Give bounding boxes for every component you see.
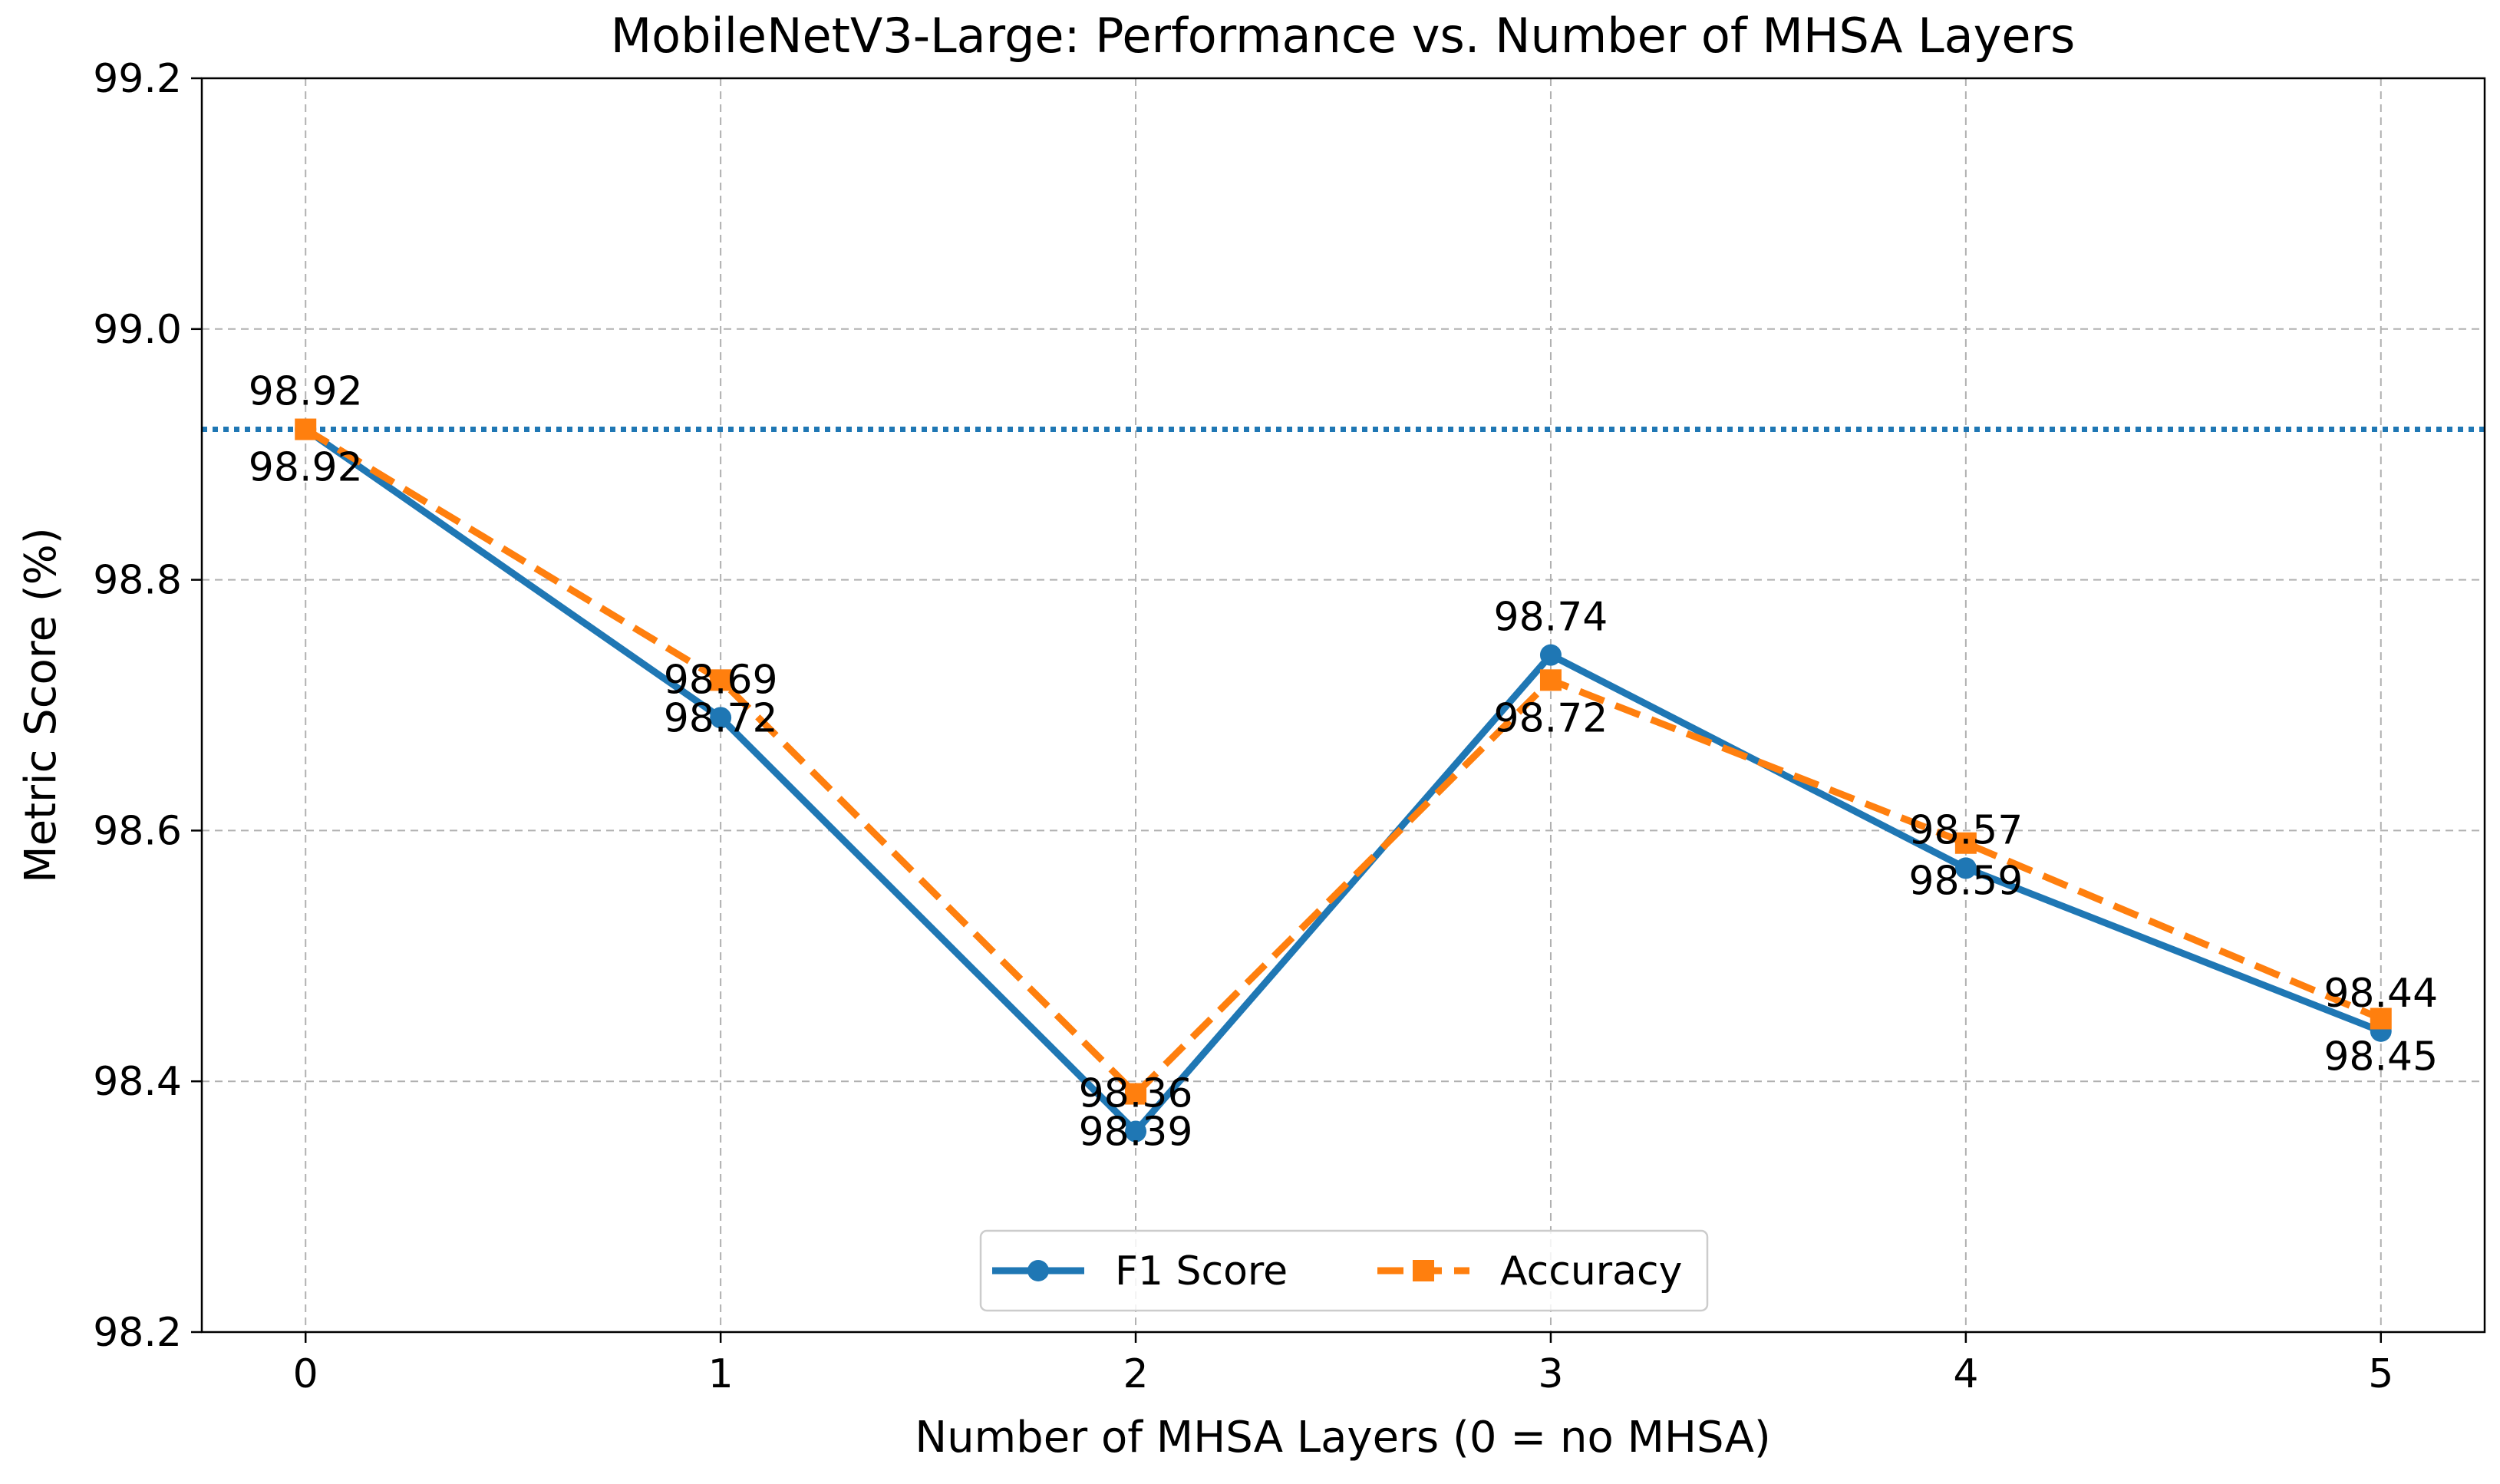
accuracy-point (1125, 1083, 1147, 1105)
x-tick-label: 5 (2368, 1351, 2393, 1397)
f1-score-point (1539, 644, 1562, 666)
accuracy-data-label: 98.92 (249, 445, 363, 491)
plot-frame (200, 77, 2486, 1334)
f1-score-point (710, 707, 732, 729)
legend: F1 Score Accuracy (979, 1229, 1709, 1312)
data-labels-layer: 98.92 98.69 98.36 98.74 98.57 98.44 98.92 98.72… (249, 369, 2438, 1156)
series-layer (295, 418, 2392, 1143)
f1-score-data-label: 98.36 (1079, 1071, 1193, 1117)
legend-accuracy-marker (1413, 1260, 1434, 1281)
accuracy-data-label: 98.72 (1494, 695, 1608, 741)
x-axis-label: Number of MHSA Layers (0 = no MHSA) (915, 1413, 1771, 1463)
f1-score-data-label: 98.57 (1908, 807, 2023, 853)
x-tick-label: 3 (1538, 1351, 1563, 1397)
f1-score-line (303, 426, 2383, 1136)
f1-score-point (1954, 857, 1977, 879)
accuracy-point (295, 418, 317, 440)
legend-f1-score-label: F1 Score (1115, 1248, 1288, 1294)
accuracy-data-label: 98.45 (2324, 1034, 2438, 1080)
accuracy-point (1539, 669, 1562, 691)
f1-score-data-label: 98.92 (249, 369, 363, 415)
x-tick-label: 4 (1953, 1351, 1978, 1397)
legend-f1-score-marker (1027, 1260, 1049, 1281)
y-tick-label: 98.6 (93, 808, 182, 854)
legend-box (979, 1229, 1709, 1312)
f1-score-point (1125, 1120, 1147, 1143)
x-tick-label: 0 (293, 1351, 318, 1397)
x-tick-label: 2 (1123, 1351, 1148, 1397)
y-tick-label: 98.4 (93, 1059, 182, 1105)
y-tick-label: 99.0 (93, 307, 182, 353)
axis-ticks: 0 1 2 3 4 5 98.2 98.4 98.6 98.8 99.0 99.2 (93, 56, 2393, 1397)
x-tick-label: 1 (708, 1351, 734, 1397)
f1-score-data-label: 98.69 (664, 657, 778, 703)
accuracy-point (2370, 1007, 2392, 1030)
y-axis-label: Metric Score (%) (16, 527, 66, 882)
chart-title: MobileNetV3-Large: Performance vs. Numbe… (611, 8, 2076, 64)
accuracy-point (1954, 832, 1977, 854)
accuracy-point (710, 669, 732, 691)
accuracy-line (303, 426, 2383, 1098)
y-tick-label: 98.8 (93, 558, 182, 604)
f1-score-data-label: 98.74 (1494, 595, 1608, 641)
f1-score-data-label: 98.44 (2324, 971, 2438, 1017)
legend-accuracy-label: Accuracy (1500, 1248, 1682, 1294)
accuracy-data-label: 98.59 (1908, 859, 2023, 905)
accuracy-data-label: 98.39 (1079, 1110, 1193, 1156)
y-tick-label: 99.2 (93, 56, 182, 102)
accuracy-data-label: 98.72 (664, 695, 778, 741)
y-tick-label: 98.2 (93, 1310, 182, 1356)
